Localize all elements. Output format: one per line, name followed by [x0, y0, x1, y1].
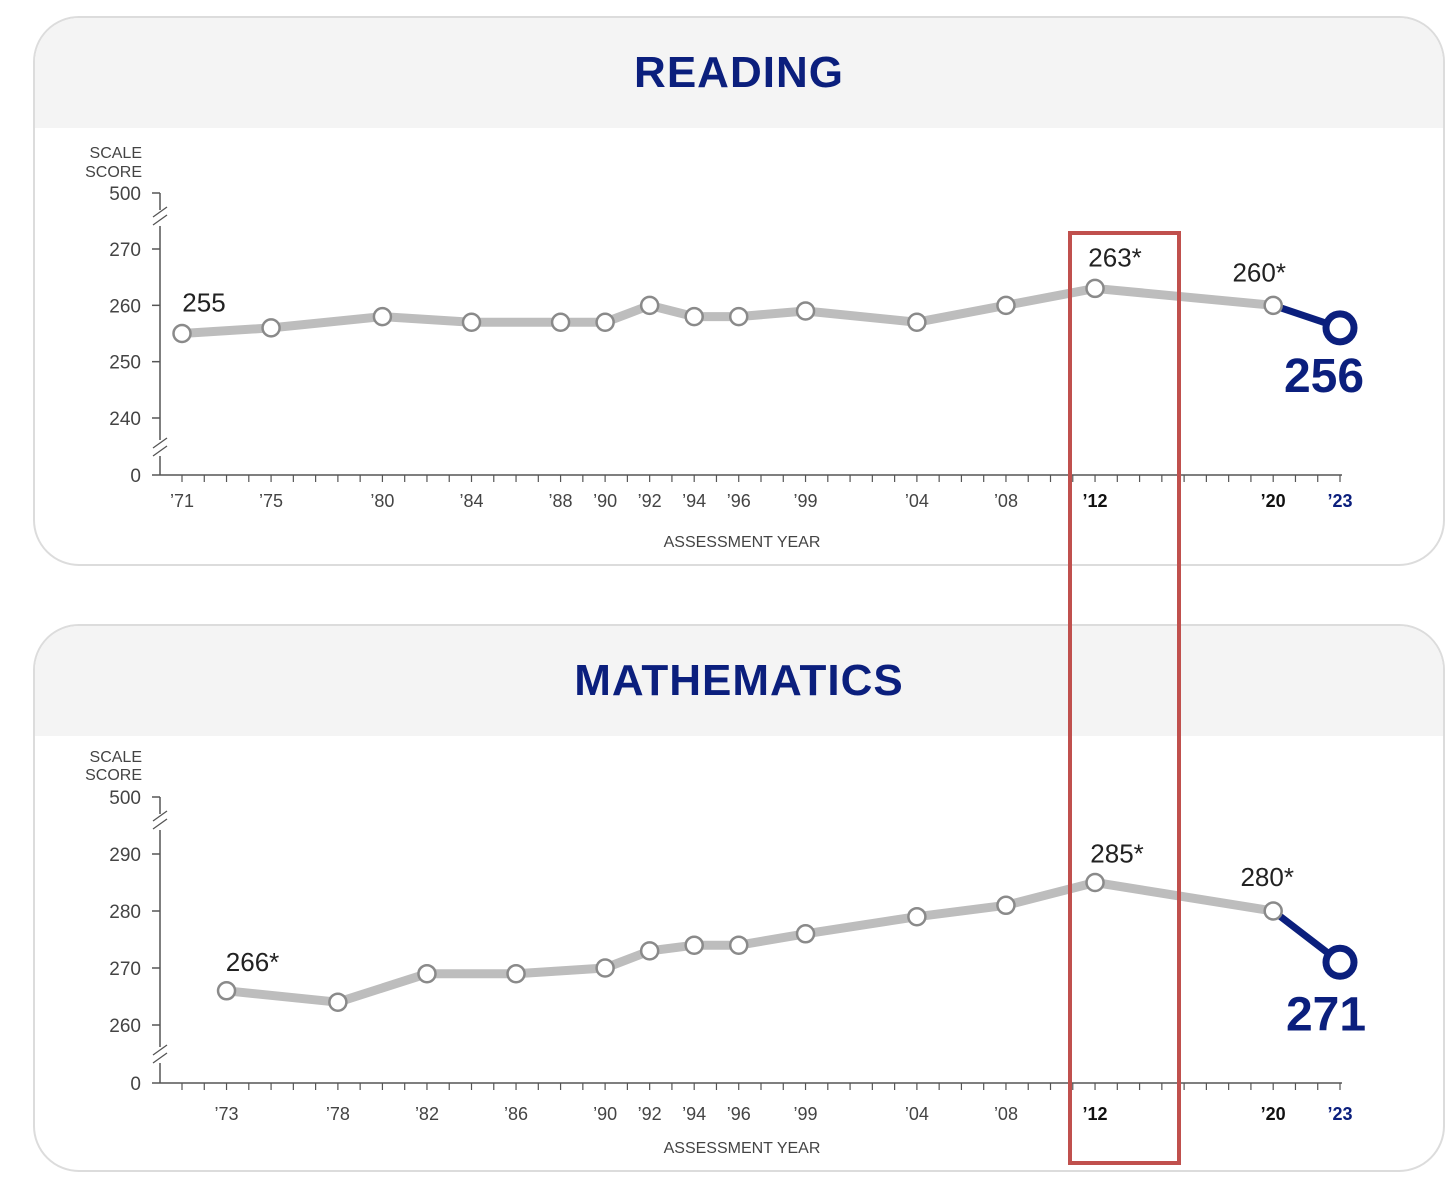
reading-data-point	[372, 306, 393, 327]
reading-ylabel-line1: SCALE	[90, 145, 142, 162]
reading-y-tick-label: 260	[109, 296, 141, 317]
reading-xlabel: ASSESSMENT YEAR	[664, 534, 821, 551]
mathematics-x-tick-label: ’23	[1327, 1104, 1352, 1124]
reading-x-tick-label: ’12	[1083, 491, 1108, 511]
reading-y-tick-label: 250	[109, 353, 141, 374]
reading-y-tick-label: 0	[130, 466, 141, 487]
mathematics-x-tick-label: ’82	[415, 1104, 439, 1124]
reading-x-tick-label: ’23	[1327, 491, 1352, 511]
reading-series-line	[177, 283, 1278, 338]
reading-data-point	[261, 318, 281, 338]
mathematics-data-point	[216, 981, 237, 1001]
reading-x-tick-label: ’04	[905, 491, 929, 511]
reading-card-header: READING	[35, 18, 1443, 128]
mathematics-xlabel: ASSESSMENT YEAR	[664, 1140, 821, 1157]
reading-y-tick-label: 240	[109, 409, 141, 430]
mathematics-ylabel-line2: SCORE	[85, 767, 142, 784]
mathematics-point-label: 285*	[1090, 839, 1144, 869]
reading-data-point	[1085, 278, 1105, 299]
reading-data-point	[172, 323, 192, 344]
mathematics-data-point	[996, 895, 1016, 916]
reading-x-tick-label: ’99	[794, 491, 818, 511]
mathematics-ylabel-line1: SCALE	[90, 749, 142, 766]
reading-x-tick-label: ’90	[593, 491, 617, 511]
mathematics-x-tick-label: ’12	[1083, 1104, 1108, 1124]
mathematics-x-tick-label: ’73	[215, 1104, 239, 1124]
reading-x-tick-label: ’96	[727, 491, 751, 511]
reading-x-tick-label: ’94	[682, 491, 706, 511]
reading-data-point	[639, 295, 660, 316]
mathematics-y-tick-label: 260	[109, 1016, 141, 1037]
mathematics-axis-break-mark	[152, 1044, 168, 1056]
reading-point-label: 256	[1284, 350, 1364, 403]
mathematics-data-point	[417, 963, 437, 984]
reading-axis-break-mark	[152, 445, 168, 457]
mathematics-axis-break-mark	[152, 1052, 168, 1064]
reading-x-tick-label: ’92	[638, 491, 662, 511]
mathematics-x-tick-label: ’94	[682, 1104, 706, 1124]
mathematics-data-point	[639, 941, 660, 961]
reading-point-label: 260*	[1232, 257, 1286, 287]
reading-x-tick-label: ’84	[459, 491, 483, 511]
mathematics-x-tick-label: ’96	[727, 1104, 751, 1124]
reading-x-tick-label: ’71	[170, 491, 194, 511]
mathematics-y-tick-label: 290	[109, 845, 141, 866]
reading-data-point	[684, 306, 704, 327]
reading-data-point-latest	[1322, 310, 1358, 346]
mathematics-point-label: 266*	[226, 947, 280, 977]
reading-y-tick-label: 270	[109, 240, 141, 261]
reading-data-point	[795, 301, 816, 321]
reading-x-tick-label: ’75	[259, 491, 283, 511]
reading-axis-break-mark	[152, 437, 168, 449]
reading-data-point	[907, 312, 927, 332]
mathematics-x-tick-label: ’86	[504, 1104, 528, 1124]
reading-axis-break-mark	[152, 206, 168, 218]
mathematics-x-tick-label: ’20	[1261, 1104, 1286, 1124]
mathematics-axis-break-mark	[152, 810, 168, 822]
mathematics-point-label: 280*	[1240, 862, 1294, 892]
reading-x-tick-label: ’88	[549, 491, 573, 511]
reading-data-point	[595, 312, 615, 332]
mathematics-data-point	[1263, 901, 1283, 921]
reading-title: READING	[634, 48, 844, 97]
reading-axis-break-mark	[152, 214, 168, 226]
mathematics-x-tick-label: ’99	[794, 1104, 818, 1124]
mathematics-x-tick-label: ’90	[593, 1104, 617, 1124]
reading-data-point	[728, 306, 749, 327]
reading-data-point	[1263, 295, 1283, 316]
mathematics-card-header: MATHEMATICS	[35, 626, 1443, 736]
reading-ylabel-line2: SCORE	[85, 164, 142, 181]
reading-y-tick-label: 500	[109, 184, 141, 205]
mathematics-data-point	[506, 963, 526, 984]
mathematics-x-tick-label: ’08	[994, 1104, 1018, 1124]
highlight-2012-box	[1068, 231, 1181, 1165]
mathematics-y-tick-label: 500	[109, 788, 141, 809]
mathematics-data-point	[907, 906, 927, 927]
reading-point-label: 255	[182, 288, 225, 318]
mathematics-data-point	[795, 924, 816, 944]
mathematics-y-tick-label: 0	[130, 1074, 141, 1095]
mathematics-axis-break-mark	[152, 818, 168, 830]
mathematics-y-tick-label: 280	[109, 902, 141, 923]
reading-point-label: 263*	[1088, 242, 1142, 272]
mathematics-x-tick-label: ’04	[905, 1104, 929, 1124]
reading-x-tick-label: ’80	[370, 491, 394, 511]
mathematics-point-label: 271	[1286, 988, 1366, 1041]
reading-data-point	[550, 312, 571, 332]
mathematics-data-point	[1085, 872, 1105, 893]
mathematics-data-point	[684, 935, 704, 955]
reading-x-tick-label: ’20	[1261, 491, 1286, 511]
mathematics-data-point	[728, 935, 749, 955]
mathematics-data-point	[328, 992, 348, 1012]
mathematics-title: MATHEMATICS	[574, 656, 904, 705]
mathematics-data-point-latest	[1322, 944, 1358, 980]
reading-data-point	[996, 295, 1016, 316]
mathematics-x-tick-label: ’78	[326, 1104, 350, 1124]
mathematics-x-tick-label: ’92	[638, 1104, 662, 1124]
mathematics-y-tick-label: 270	[109, 959, 141, 980]
reading-x-tick-label: ’08	[994, 491, 1018, 511]
mathematics-data-point	[595, 958, 615, 978]
reading-data-point	[461, 312, 482, 332]
